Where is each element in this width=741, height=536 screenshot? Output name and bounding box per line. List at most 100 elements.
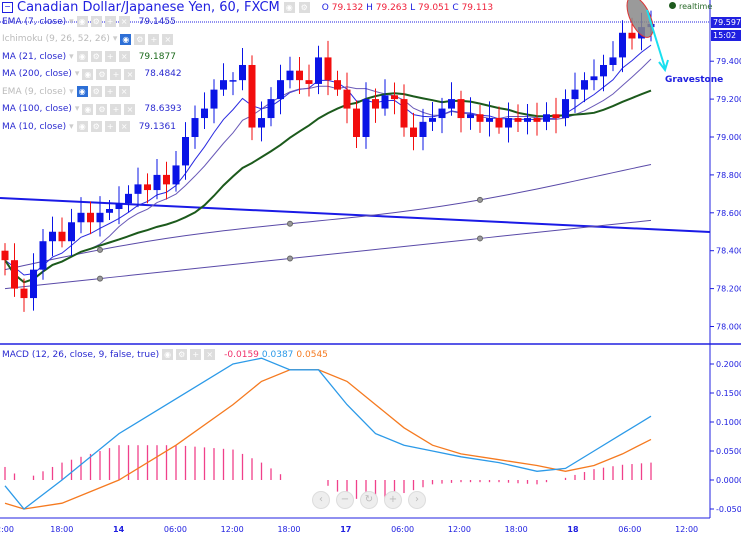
macd-line bbox=[4, 357, 652, 510]
plus-icon[interactable]: + bbox=[104, 51, 116, 62]
gear-icon[interactable]: ⚙ bbox=[96, 68, 108, 80]
highlight-ellipse bbox=[626, 0, 654, 38]
candle-body bbox=[581, 80, 588, 90]
time-tick-label: 12:00 bbox=[448, 525, 471, 534]
arrow-icon bbox=[646, 9, 669, 73]
indicator-label: EMA (7, close) bbox=[2, 16, 67, 27]
candle-body bbox=[410, 127, 417, 137]
macd-legend[interactable]: MACD (12, 26, close, 9, false, true) ◉ ⚙ +… bbox=[2, 349, 328, 360]
scroll-left-button[interactable]: ‹ bbox=[312, 491, 330, 509]
candle-body bbox=[562, 99, 569, 119]
gear-icon[interactable]: ⚙ bbox=[96, 103, 108, 115]
macd-tick-label: -0.050 bbox=[716, 505, 741, 514]
candle-body bbox=[58, 231, 66, 242]
gear-icon[interactable]: ⚙ bbox=[90, 86, 102, 97]
indicator-label: MA (21, close) bbox=[2, 51, 67, 62]
indicator-legend[interactable]: Ichimoku (9, 26, 52, 26) ▾ ◉ ⚙ + × bbox=[2, 33, 182, 45]
candle-body bbox=[543, 114, 550, 122]
plus-icon[interactable]: + bbox=[104, 121, 116, 132]
macd-hist-value: -0.0159 bbox=[224, 349, 259, 360]
time-tick-label: 14 bbox=[113, 525, 125, 534]
candle-body bbox=[505, 118, 512, 128]
gear-icon[interactable]: ⚙ bbox=[176, 349, 188, 360]
indicator-legend[interactable]: MA (10, close) ▾ ◉ ⚙ + × 79.1361 bbox=[2, 121, 176, 132]
close-icon[interactable]: × bbox=[118, 86, 130, 97]
candle-body bbox=[20, 288, 28, 299]
gear-icon[interactable]: ⚙ bbox=[90, 121, 102, 132]
candle-body bbox=[315, 57, 322, 84]
close-icon[interactable]: × bbox=[118, 121, 130, 132]
eye-icon[interactable]: ◉ bbox=[162, 349, 174, 360]
scroll-right-button[interactable]: › bbox=[408, 491, 426, 509]
candle-body bbox=[486, 118, 493, 122]
eye-icon[interactable]: ◉ bbox=[76, 86, 88, 97]
indicator-label: MA (200, close) bbox=[2, 69, 72, 79]
eye-icon[interactable]: ◉ bbox=[76, 16, 88, 27]
candle-body bbox=[514, 118, 522, 122]
time-tick-label: 18:00 bbox=[50, 525, 73, 534]
reset-button[interactable]: ↻ bbox=[360, 491, 378, 509]
price-tick-label: 78.600 bbox=[716, 209, 741, 218]
symbol-title[interactable]: Canadian Dollar/Japanese Yen, 60, FXCM bbox=[17, 0, 280, 15]
indicator-legend[interactable]: MA (200, close) ▾ ◉ ⚙ + × 78.4842 bbox=[2, 68, 182, 80]
candle-body bbox=[277, 80, 284, 100]
indicator-value: 79.1455 bbox=[138, 16, 176, 27]
eye-icon[interactable]: ◉ bbox=[82, 103, 94, 115]
indicator-label: MA (100, close) bbox=[2, 104, 72, 114]
eye-icon[interactable]: ◉ bbox=[76, 121, 88, 132]
gear-icon[interactable]: ⚙ bbox=[298, 2, 310, 13]
time-tick-label: 12:00 bbox=[675, 525, 698, 534]
zoom-in-button[interactable]: + bbox=[384, 491, 402, 509]
plus-icon[interactable]: + bbox=[110, 103, 122, 115]
plus-icon[interactable]: + bbox=[104, 86, 116, 97]
candle-body bbox=[324, 57, 332, 81]
candle-body bbox=[296, 70, 303, 81]
zoom-out-button[interactable]: − bbox=[336, 491, 354, 509]
indicator-legend[interactable]: EMA (9, close) ▾ ◉ ⚙ + × bbox=[2, 86, 139, 97]
time-tick-label: 18 bbox=[567, 525, 579, 534]
candle-body bbox=[448, 99, 455, 109]
ma-marker bbox=[287, 220, 293, 227]
candle-body bbox=[305, 80, 313, 84]
close-icon[interactable]: × bbox=[204, 349, 216, 360]
close-icon[interactable]: × bbox=[124, 103, 136, 115]
trendline bbox=[0, 197, 711, 233]
plus-icon[interactable]: + bbox=[190, 349, 202, 360]
time-tick-label: 2:00 bbox=[0, 525, 14, 534]
chart-nav: ‹ − ↻ + › bbox=[312, 491, 426, 509]
eye-icon[interactable]: ◉ bbox=[120, 33, 132, 45]
candle-body bbox=[1, 250, 9, 261]
candle-body bbox=[68, 222, 75, 242]
plus-icon[interactable]: + bbox=[104, 16, 116, 27]
macd-value: 0.0387 bbox=[261, 349, 294, 360]
candle-body bbox=[172, 165, 180, 185]
candle-body bbox=[362, 99, 370, 137]
close-icon[interactable]: × bbox=[118, 16, 130, 27]
gear-icon[interactable]: ⚙ bbox=[90, 16, 102, 27]
plus-icon[interactable]: + bbox=[148, 33, 160, 45]
eye-icon[interactable]: ◉ bbox=[82, 68, 94, 80]
gear-icon[interactable]: ⚙ bbox=[134, 33, 146, 45]
ma-marker bbox=[477, 196, 483, 203]
close-icon[interactable]: × bbox=[118, 51, 130, 62]
close-icon[interactable]: × bbox=[162, 33, 174, 45]
plus-icon[interactable]: + bbox=[110, 68, 122, 80]
eye-icon[interactable]: ◉ bbox=[283, 2, 295, 13]
collapse-icon[interactable]: − bbox=[2, 2, 13, 13]
ohlc-readout: O 79.132 H 79.263 L 79.051 C 79.113 bbox=[321, 2, 494, 13]
candle-body bbox=[267, 99, 275, 119]
candle-body bbox=[201, 108, 208, 119]
candle-body bbox=[115, 203, 123, 210]
candle-body bbox=[163, 174, 170, 185]
eye-icon[interactable]: ◉ bbox=[76, 51, 88, 62]
indicator-legend[interactable]: MA (100, close) ▾ ◉ ⚙ + × 78.6393 bbox=[2, 103, 182, 115]
close-icon[interactable]: × bbox=[124, 68, 136, 80]
indicator-legend[interactable]: MA (21, close) ▾ ◉ ⚙ + × 79.1877 bbox=[2, 51, 176, 62]
macd-tick-label: 0.0000 bbox=[716, 476, 741, 485]
indicator-legend[interactable]: EMA (7, close) ▾ ◉ ⚙ + × 79.1455 bbox=[2, 16, 176, 27]
time-tick-label: 06:00 bbox=[164, 525, 187, 534]
candle-body bbox=[77, 212, 85, 223]
gear-icon[interactable]: ⚙ bbox=[90, 51, 102, 62]
